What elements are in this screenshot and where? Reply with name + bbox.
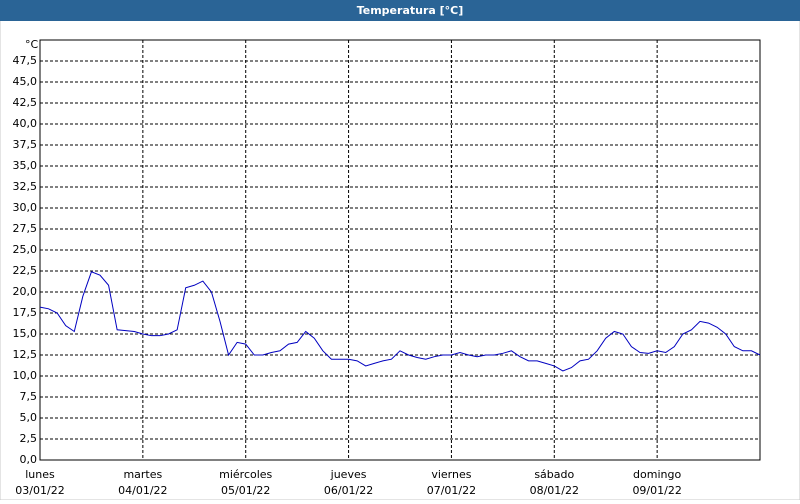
y-tick-label: 40,0	[13, 117, 38, 130]
y-tick-label: 35,0	[13, 159, 38, 172]
y-tick-label: 7,5	[20, 390, 38, 403]
x-tick-label: martes	[123, 468, 162, 481]
x-tick-date: 03/01/22	[15, 484, 64, 497]
x-tick-label: viernes	[431, 468, 471, 481]
x-tick-date: 09/01/22	[632, 484, 681, 497]
y-tick-label: 5,0	[20, 411, 38, 424]
x-tick-label: lunes	[25, 468, 55, 481]
y-tick-label: 20,0	[13, 285, 38, 298]
y-tick-label: 15,0	[13, 327, 38, 340]
y-tick-label: 30,0	[13, 201, 38, 214]
y-tick-label: 45,0	[13, 75, 38, 88]
y-tick-label: 17,5	[13, 306, 38, 319]
y-tick-label: 27,5	[13, 222, 38, 235]
x-tick-date: 04/01/22	[118, 484, 167, 497]
y-tick-label: 22,5	[13, 264, 38, 277]
temperature-line	[39, 271, 761, 372]
x-tick-date: 07/01/22	[427, 484, 476, 497]
y-tick-label: 2,5	[20, 432, 38, 445]
x-tick-label: domingo	[633, 468, 681, 481]
y-tick-label: 42,5	[13, 96, 38, 109]
x-tick-label: jueves	[330, 468, 367, 481]
y-tick-label: 10,0	[13, 369, 38, 382]
y-tick-label: 32,5	[13, 180, 38, 193]
y-tick-label: 47,5	[13, 54, 38, 67]
x-tick-date: 05/01/22	[221, 484, 270, 497]
chart-title: Temperatura [°C]	[357, 4, 464, 17]
x-tick-label: miércoles	[219, 468, 272, 481]
y-tick-label: 0,0	[20, 453, 38, 466]
y-tick-label: 12,5	[13, 348, 38, 361]
y-tick-label: 25,0	[13, 243, 38, 256]
y-tick-label: 37,5	[13, 138, 38, 151]
title-bar	[0, 0, 800, 21]
y-unit: °C	[25, 38, 39, 51]
x-tick-date: 06/01/22	[324, 484, 373, 497]
x-tick-date: 08/01/22	[530, 484, 579, 497]
x-tick-label: sábado	[534, 468, 574, 481]
